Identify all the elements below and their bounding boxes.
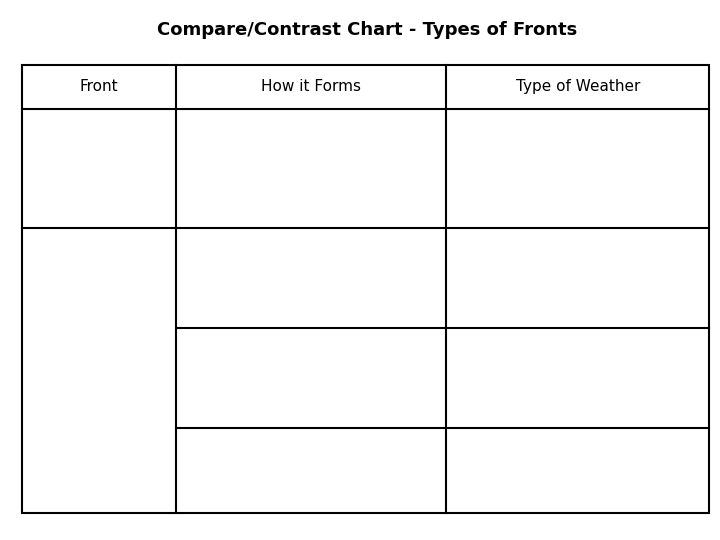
- Text: How it Forms: How it Forms: [261, 79, 361, 94]
- Bar: [22, 65, 709, 513]
- Text: Front: Front: [80, 79, 118, 94]
- Text: Compare/Contrast Chart - Types of Fronts: Compare/Contrast Chart - Types of Fronts: [157, 21, 577, 39]
- Text: Type of Weather: Type of Weather: [516, 79, 640, 94]
